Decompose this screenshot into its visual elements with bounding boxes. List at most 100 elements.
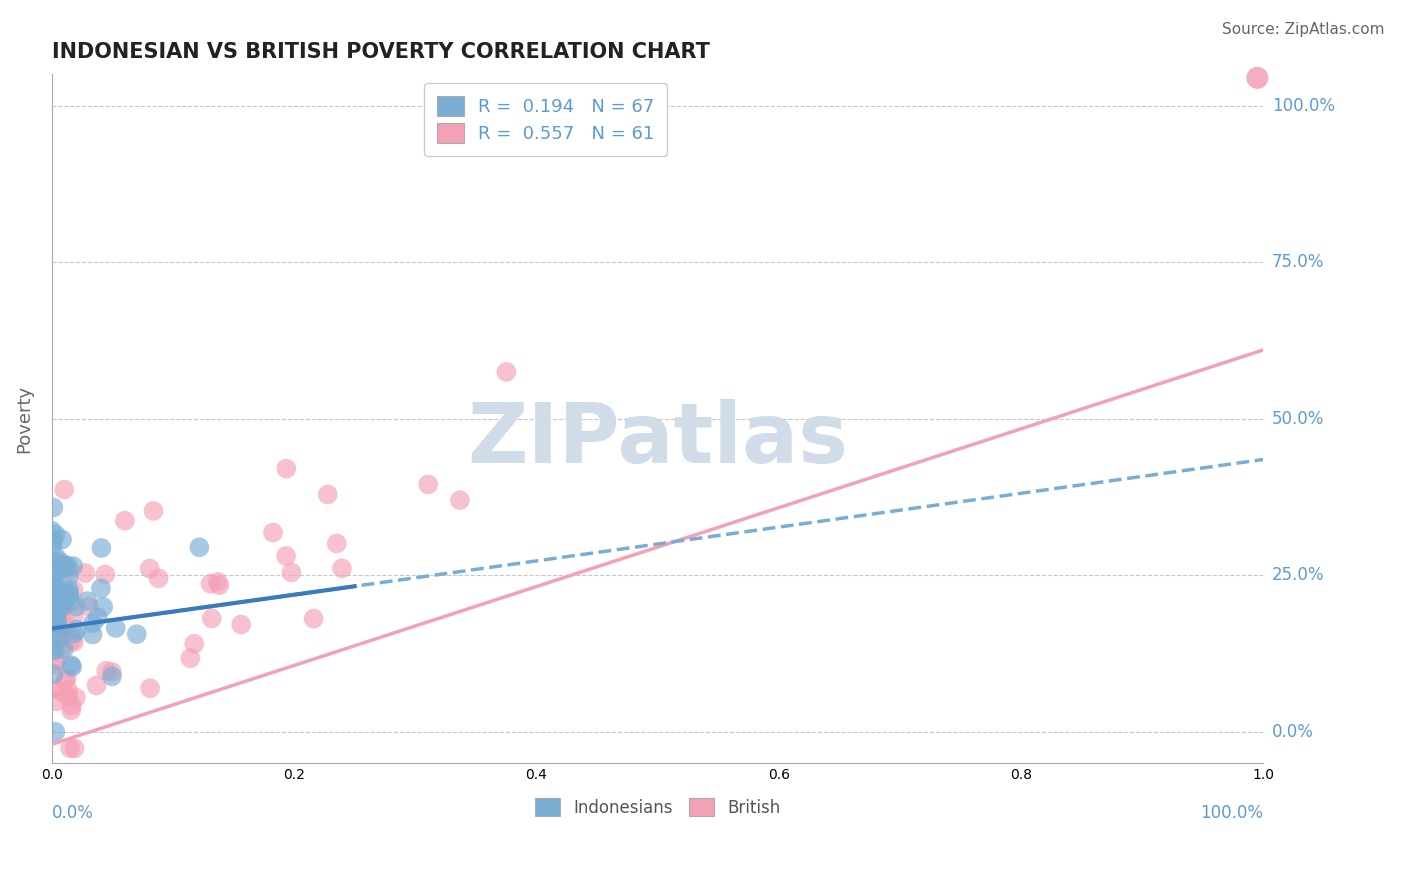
Point xyxy=(42,587,65,601)
Point xyxy=(53,483,76,497)
Point xyxy=(44,627,66,641)
Point xyxy=(59,595,82,609)
Point xyxy=(52,601,75,615)
Point xyxy=(139,681,162,696)
Point xyxy=(45,591,67,605)
Point xyxy=(41,643,63,657)
Point xyxy=(60,633,83,648)
Point xyxy=(58,563,80,577)
Point xyxy=(86,678,108,692)
Point xyxy=(91,599,114,614)
Point xyxy=(44,637,66,651)
Text: ZIPatlas: ZIPatlas xyxy=(467,399,848,480)
Point xyxy=(82,616,104,631)
Point xyxy=(41,576,63,591)
Point xyxy=(75,566,97,580)
Point xyxy=(94,567,117,582)
Point xyxy=(52,642,75,657)
Point xyxy=(49,642,72,657)
Point xyxy=(125,627,148,641)
Point xyxy=(179,651,201,665)
Point xyxy=(62,582,84,597)
Point xyxy=(82,627,104,641)
Point xyxy=(55,617,77,632)
Text: 25.0%: 25.0% xyxy=(1272,566,1324,584)
Point xyxy=(59,741,82,756)
Point xyxy=(52,561,75,575)
Point xyxy=(51,684,73,698)
Point xyxy=(49,555,72,569)
Point xyxy=(302,612,325,626)
Point xyxy=(41,524,63,538)
Point xyxy=(58,582,80,597)
Point xyxy=(188,541,211,555)
Point xyxy=(60,698,83,713)
Point xyxy=(316,487,339,501)
Point xyxy=(60,658,83,673)
Point xyxy=(76,594,98,608)
Text: 50.0%: 50.0% xyxy=(1272,409,1324,428)
Point xyxy=(41,609,63,624)
Point xyxy=(63,608,86,623)
Point xyxy=(62,559,84,574)
Point xyxy=(45,566,67,580)
Point xyxy=(44,613,66,627)
Point xyxy=(201,611,224,625)
Point xyxy=(60,659,83,673)
Point xyxy=(41,572,63,586)
Point xyxy=(495,365,517,379)
Point xyxy=(51,590,73,604)
Point xyxy=(77,599,100,614)
Point xyxy=(330,561,353,575)
Point xyxy=(262,525,284,540)
Point xyxy=(44,657,66,671)
Point xyxy=(45,627,67,641)
Point xyxy=(52,558,75,573)
Point xyxy=(45,615,67,630)
Point xyxy=(44,620,66,634)
Point xyxy=(45,555,67,569)
Point xyxy=(139,561,162,575)
Point xyxy=(45,604,67,618)
Point xyxy=(326,536,349,550)
Point xyxy=(58,690,80,705)
Point xyxy=(49,624,72,639)
Point xyxy=(449,493,471,508)
Point xyxy=(58,587,80,601)
Point xyxy=(48,584,70,599)
Point xyxy=(142,504,165,518)
Point xyxy=(53,559,76,574)
Point xyxy=(41,538,63,552)
Point xyxy=(45,578,67,592)
Point xyxy=(101,669,124,683)
Point xyxy=(86,610,108,624)
Point xyxy=(45,563,67,577)
Point xyxy=(114,514,136,528)
Point xyxy=(274,549,297,563)
Point xyxy=(63,741,86,756)
Point xyxy=(55,671,77,685)
Point xyxy=(62,635,84,649)
Point xyxy=(101,665,124,679)
Point xyxy=(208,578,231,592)
Text: 100.0%: 100.0% xyxy=(1272,96,1334,115)
Y-axis label: Poverty: Poverty xyxy=(15,384,32,453)
Point xyxy=(65,690,87,705)
Point xyxy=(56,683,79,698)
Text: 75.0%: 75.0% xyxy=(1272,253,1324,271)
Point xyxy=(45,527,67,541)
Point xyxy=(183,637,205,651)
Point xyxy=(45,682,67,697)
Point xyxy=(231,617,253,632)
Point xyxy=(148,571,170,585)
Point xyxy=(51,533,73,547)
Point xyxy=(104,621,127,635)
Point xyxy=(58,570,80,584)
Point xyxy=(44,600,66,615)
Point xyxy=(96,664,118,678)
Text: 100.0%: 100.0% xyxy=(1201,805,1264,822)
Point xyxy=(60,703,83,717)
Point xyxy=(44,643,66,657)
Point xyxy=(42,603,65,617)
Point xyxy=(42,533,65,547)
